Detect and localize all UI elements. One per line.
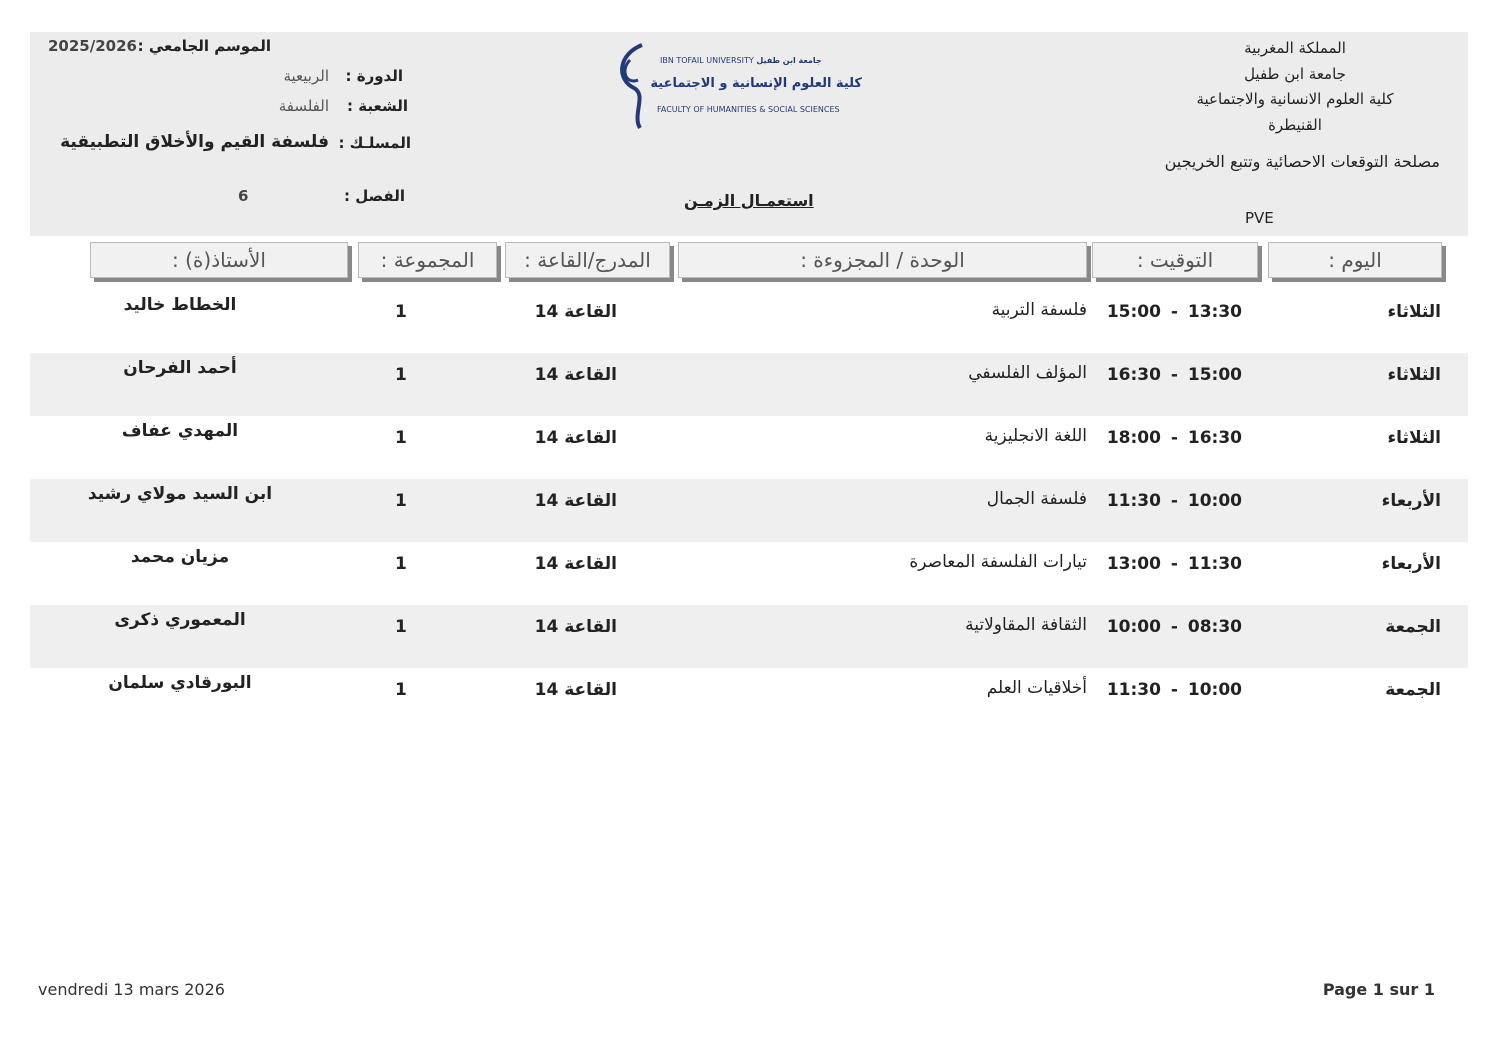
time-cell: 13:30 - 15:00: [1106, 302, 1242, 322]
code: PVE: [1245, 209, 1274, 227]
time-cell: 10:00 - 11:30: [1106, 491, 1242, 511]
day-cell: الأربعاء: [1381, 491, 1441, 511]
table-row: الثلاثاء 13:30 - 15:00 فلسفة التربية الق…: [30, 290, 1468, 353]
time-cell: 16:30 - 18:00: [1106, 428, 1242, 448]
table-row: الثلاثاء 15:00 - 16:30 المؤلف الفلسفي ال…: [30, 353, 1468, 416]
track-value: فلسفة القيم والأخلاق التطبيقية: [60, 132, 329, 152]
university-logo: IBN TOFAIL UNIVERSITY جامعة ابن طفيل كلي…: [612, 40, 862, 130]
page-title: استعمـال الزمـن: [684, 191, 814, 210]
teacher-cell: ابن السيد مولاي رشيد: [87, 484, 273, 504]
semester-label: الفصل :: [344, 187, 405, 205]
logo-ar1: جامعة ابن طفيل: [756, 56, 822, 65]
teacher-cell: الخطاط خاليد: [123, 295, 237, 315]
day-cell: الثلاثاء: [1387, 365, 1441, 385]
day-cell: الثلاثاء: [1387, 428, 1441, 448]
column-header-group: المجموعة :: [358, 242, 497, 278]
teacher-cell: البورقادي سلمان: [108, 673, 252, 693]
teacher-cell: مزيان محمد: [130, 547, 230, 567]
group-cell: 1: [395, 680, 407, 700]
module-cell: فلسفة الجمال: [986, 489, 1087, 509]
semester-value: 6: [238, 187, 249, 205]
city: القنيطرة: [1268, 115, 1322, 134]
session-label: الدورة :: [345, 67, 403, 85]
logo-emblem-icon: [620, 43, 643, 130]
teacher-cell: أحمد الفرحان: [123, 358, 237, 378]
table-row: الثلاثاء 16:30 - 18:00 اللغة الانجليزية …: [30, 416, 1468, 479]
document-header: [30, 32, 1468, 236]
table-row: الجمعة 08:30 - 10:00 الثقافة المقاولاتية…: [30, 605, 1468, 668]
institution-block: المملكة المغربية جامعة ابن طفيل كلية الع…: [1130, 36, 1460, 138]
season-value: 2025/2026: [48, 37, 137, 55]
column-header-time: التوقيت :: [1092, 242, 1258, 278]
time-cell: 10:00 - 11:30: [1106, 680, 1242, 700]
day-cell: الجمعة: [1385, 680, 1441, 700]
branch-label: الشعبة :: [347, 97, 408, 115]
table-row: الأربعاء 10:00 - 11:30 فلسفة الجمال القا…: [30, 479, 1468, 542]
faculty: كلية العلوم الانسانية والاجتماعية: [1196, 90, 1394, 108]
teacher-cell: المهدي عفاف: [121, 421, 239, 441]
module-cell: فلسفة التربية: [991, 300, 1087, 320]
column-header-teacher: الأستاذ(ة) :: [90, 242, 348, 278]
room-cell: القاعة 14: [534, 617, 617, 637]
time-cell: 15:00 - 16:30: [1106, 365, 1242, 385]
group-cell: 1: [395, 491, 407, 511]
teacher-cell: المعموري ذكرى: [114, 610, 246, 630]
track-label: المسلـك :: [338, 134, 411, 152]
column-header-room: المدرج/القاعة :: [505, 242, 670, 278]
column-header-module: الوحدة / المجزوءة :: [678, 242, 1087, 278]
print-date: vendredi 13 mars 2026: [38, 980, 225, 999]
group-cell: 1: [395, 617, 407, 637]
day-cell: الثلاثاء: [1387, 302, 1441, 322]
service-name: مصلحة التوقعات الاحصائية وتتبع الخريجين: [1164, 152, 1440, 171]
session-value: الربيعية: [283, 67, 329, 85]
module-cell: المؤلف الفلسفي: [968, 363, 1087, 383]
kingdom: المملكة المغربية: [1244, 39, 1346, 57]
logo-en2: FACULTY OF HUMANITIES & SOCIAL SCIENCES: [657, 105, 840, 114]
group-cell: 1: [395, 302, 407, 322]
room-cell: القاعة 14: [534, 680, 617, 700]
time-cell: 11:30 - 13:00: [1106, 554, 1242, 574]
module-cell: اللغة الانجليزية: [984, 426, 1087, 446]
time-cell: 08:30 - 10:00: [1106, 617, 1242, 637]
season-label: الموسم الجامعي :: [137, 37, 271, 55]
university: جامعة ابن طفيل: [1244, 64, 1346, 83]
module-cell: أخلاقيات العلم: [986, 678, 1087, 698]
group-cell: 1: [395, 554, 407, 574]
room-cell: القاعة 14: [534, 428, 617, 448]
room-cell: القاعة 14: [534, 365, 617, 385]
room-cell: القاعة 14: [534, 554, 617, 574]
group-cell: 1: [395, 365, 407, 385]
room-cell: القاعة 14: [534, 491, 617, 511]
module-cell: الثقافة المقاولاتية: [965, 615, 1087, 635]
group-cell: 1: [395, 428, 407, 448]
logo-ar2: كلية العلوم الإنسانية و الاجتماعية: [650, 76, 862, 91]
room-cell: القاعة 14: [534, 302, 617, 322]
table-row: الجمعة 10:00 - 11:30 أخلاقيات العلم القا…: [30, 668, 1468, 731]
table-row: الأربعاء 11:30 - 13:00 تيارات الفلسفة ال…: [30, 542, 1468, 605]
module-cell: تيارات الفلسفة المعاصرة: [909, 552, 1087, 572]
day-cell: الأربعاء: [1381, 554, 1441, 574]
page-number: Page 1 sur 1: [1322, 980, 1435, 999]
logo-en1: IBN TOFAIL UNIVERSITY: [660, 56, 754, 65]
branch-value: الفلسفة: [278, 97, 329, 115]
column-header-day: اليوم :: [1268, 242, 1442, 278]
day-cell: الجمعة: [1385, 617, 1441, 637]
